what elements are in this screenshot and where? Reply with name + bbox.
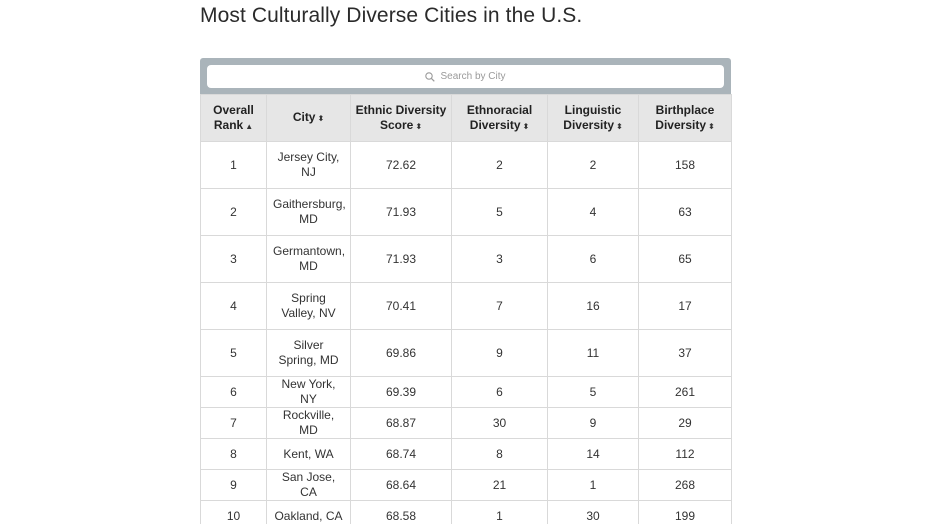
cell-linguistic: 2 [547, 141, 639, 189]
cell-linguistic: 11 [547, 329, 639, 377]
page-title: Most Culturally Diverse Cities in the U.… [200, 4, 583, 27]
cell-ethnic-score: 68.58 [350, 500, 452, 524]
cell-birthplace: 29 [638, 407, 732, 439]
cell-ethnic-score: 70.41 [350, 282, 452, 330]
cell-rank: 6 [200, 376, 267, 408]
cell-rank: 8 [200, 438, 267, 470]
search-icon [425, 71, 436, 82]
sort-icon: ⬍ [415, 121, 423, 131]
table-row: 2 Gaithersburg, MD 71.93 5 4 63 [200, 188, 732, 236]
cell-ethnic-score: 68.64 [350, 469, 452, 501]
cell-ethnoracial: 2 [451, 141, 548, 189]
col-header-linguistic-diversity[interactable]: Linguistic Diversity ⬍ [547, 94, 639, 142]
cell-city: New York, NY [266, 376, 351, 408]
search-input[interactable]: Search by City [207, 65, 724, 88]
cell-city: San Jose, CA [266, 469, 351, 501]
table-row: 6 New York, NY 69.39 6 5 261 [200, 376, 732, 408]
table-row: 1 Jersey City, NJ 72.62 2 2 158 [200, 141, 732, 189]
cell-linguistic: 9 [547, 407, 639, 439]
cell-birthplace: 65 [638, 235, 732, 283]
cell-linguistic: 30 [547, 500, 639, 524]
cell-ethnic-score: 71.93 [350, 188, 452, 236]
cell-city: Spring Valley, NV [266, 282, 351, 330]
cell-birthplace: 17 [638, 282, 732, 330]
cell-linguistic: 14 [547, 438, 639, 470]
sort-ascending-icon: ▲ [245, 121, 254, 131]
cell-linguistic: 1 [547, 469, 639, 501]
cell-rank: 1 [200, 141, 267, 189]
cell-city: Jersey City, NJ [266, 141, 351, 189]
cell-city: Germantown, MD [266, 235, 351, 283]
rankings-table-widget: Search by City Overall Rank ▲ City ⬍ Ethni… [200, 58, 732, 524]
cell-ethnoracial: 8 [451, 438, 548, 470]
sort-icon: ⬍ [522, 121, 530, 131]
cell-ethnic-score: 68.87 [350, 407, 452, 439]
cell-ethnoracial: 7 [451, 282, 548, 330]
search-placeholder: Search by City [440, 71, 506, 82]
rankings-table: Overall Rank ▲ City ⬍ Ethnic Diversity Sco… [200, 94, 732, 524]
sort-icon: ⬍ [616, 121, 623, 131]
table-header-row: Overall Rank ▲ City ⬍ Ethnic Diversity Sco… [200, 94, 732, 142]
cell-rank: 10 [200, 500, 267, 524]
cell-rank: 3 [200, 235, 267, 283]
table-row: 9 San Jose, CA 68.64 21 1 268 [200, 469, 732, 501]
col-header-ethnic-diversity-score[interactable]: Ethnic Diversity Score ⬍ [350, 94, 452, 142]
cell-rank: 2 [200, 188, 267, 236]
cell-birthplace: 63 [638, 188, 732, 236]
table-row: 7 Rockville, MD 68.87 30 9 29 [200, 407, 732, 439]
cell-birthplace: 199 [638, 500, 732, 524]
cell-birthplace: 158 [638, 141, 732, 189]
cell-birthplace: 261 [638, 376, 732, 408]
cell-ethnic-score: 69.39 [350, 376, 452, 408]
sort-icon: ⬍ [317, 114, 325, 123]
cell-city: Kent, WA [266, 438, 351, 470]
cell-ethnoracial: 5 [451, 188, 548, 236]
cell-linguistic: 4 [547, 188, 639, 236]
cell-rank: 7 [200, 407, 267, 439]
cell-rank: 5 [200, 329, 267, 377]
cell-ethnic-score: 72.62 [350, 141, 452, 189]
cell-birthplace: 268 [638, 469, 732, 501]
cell-linguistic: 6 [547, 235, 639, 283]
table-row: 3 Germantown, MD 71.93 3 6 65 [200, 235, 732, 283]
cell-rank: 4 [200, 282, 267, 330]
cell-city: Silver Spring, MD [266, 329, 351, 377]
table-row: 5 Silver Spring, MD 69.86 9 11 37 [200, 329, 732, 377]
col-header-overall-rank[interactable]: Overall Rank ▲ [200, 94, 267, 142]
cell-birthplace: 112 [638, 438, 732, 470]
cell-ethnic-score: 68.74 [350, 438, 452, 470]
cell-ethnoracial: 30 [451, 407, 548, 439]
cell-city: Gaithersburg, MD [266, 188, 351, 236]
cell-linguistic: 5 [547, 376, 639, 408]
search-bar: Search by City [200, 58, 731, 94]
cell-ethnic-score: 69.86 [350, 329, 452, 377]
cell-linguistic: 16 [547, 282, 639, 330]
table-row: 10 Oakland, CA 68.58 1 30 199 [200, 500, 732, 524]
col-header-birthplace-diversity[interactable]: Birthplace Diversity ⬍ [638, 94, 732, 142]
cell-ethnic-score: 71.93 [350, 235, 452, 283]
table-row: 4 Spring Valley, NV 70.41 7 16 17 [200, 282, 732, 330]
cell-ethnoracial: 6 [451, 376, 548, 408]
table-row: 8 Kent, WA 68.74 8 14 112 [200, 438, 732, 470]
col-header-city[interactable]: City ⬍ [266, 94, 351, 142]
cell-ethnoracial: 21 [451, 469, 548, 501]
cell-ethnoracial: 9 [451, 329, 548, 377]
cell-ethnoracial: 3 [451, 235, 548, 283]
cell-city: Rockville, MD [266, 407, 351, 439]
cell-city: Oakland, CA [266, 500, 351, 524]
sort-icon: ⬍ [708, 121, 715, 131]
cell-birthplace: 37 [638, 329, 732, 377]
col-header-ethnoracial-diversity[interactable]: Ethnoracial Diversity ⬍ [451, 94, 548, 142]
cell-ethnoracial: 1 [451, 500, 548, 524]
cell-rank: 9 [200, 469, 267, 501]
